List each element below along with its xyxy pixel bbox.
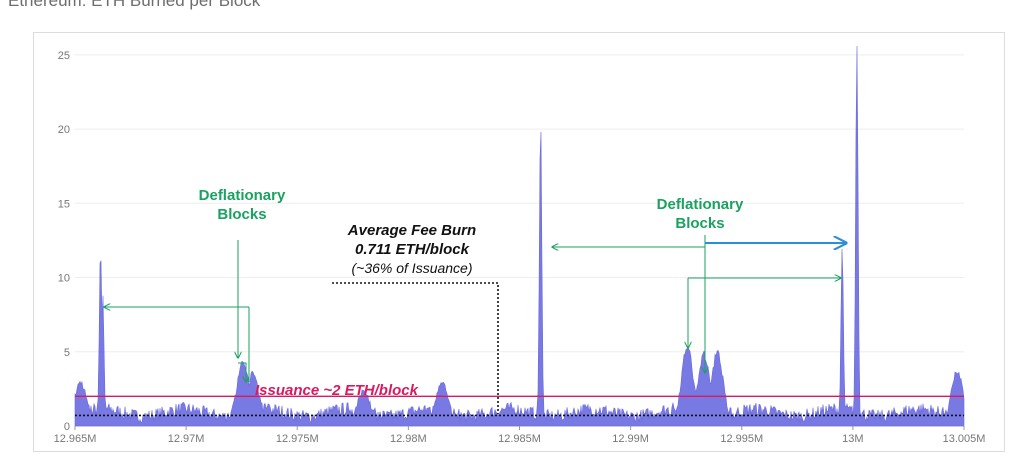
- avg-burn-label-1: Average Fee Burn: [347, 222, 476, 239]
- x-tick-label: 12.97M: [168, 433, 205, 445]
- y-tick-label: 15: [58, 198, 70, 210]
- y-tick-label: 10: [58, 273, 70, 285]
- grid-lines: [75, 54, 964, 427]
- avg-burn-label-3: (~36% of Issuance): [351, 260, 472, 276]
- avg-burn-bracket: [332, 282, 499, 414]
- x-tick-label: 12.99M: [612, 433, 649, 445]
- x-tick-label: 12.995M: [720, 433, 763, 445]
- deflationary-right-label-1: Deflationary: [657, 196, 744, 213]
- x-tick-label: 12.98M: [390, 433, 427, 445]
- x-axis-ticks: 12.965M 12.97M 12.975M 12.98M 12.985M 12.99M 1…: [54, 425, 986, 445]
- arrow-left-hook: [238, 362, 246, 382]
- deflationary-left-label-1: Deflationary: [199, 187, 286, 204]
- y-tick-label: 25: [58, 50, 70, 62]
- y-tick-label: 0: [64, 421, 70, 433]
- annotations: [104, 235, 846, 414]
- y-tick-label: 20: [58, 124, 70, 136]
- x-tick-label: 13.005M: [943, 433, 986, 445]
- issuance-label: Issuance ~2 ETH/block: [255, 382, 419, 399]
- x-tick-label: 13M: [842, 433, 863, 445]
- y-tick-label: 5: [64, 347, 70, 359]
- avg-burn-label-2: 0.711 ETH/block: [355, 241, 470, 258]
- deflationary-right-label-2: Blocks: [675, 215, 724, 232]
- y-axis-ticks: 0 5 10 15 20 25: [58, 50, 70, 433]
- burn-area-series: [74, 45, 965, 427]
- page-title: Ethereum: ETH Burned per Block: [8, 0, 261, 10]
- deflationary-left-label-2: Blocks: [217, 206, 266, 223]
- x-tick-label: 12.985M: [498, 433, 541, 445]
- x-tick-label: 12.965M: [54, 433, 97, 445]
- x-tick-label: 12.975M: [276, 433, 319, 445]
